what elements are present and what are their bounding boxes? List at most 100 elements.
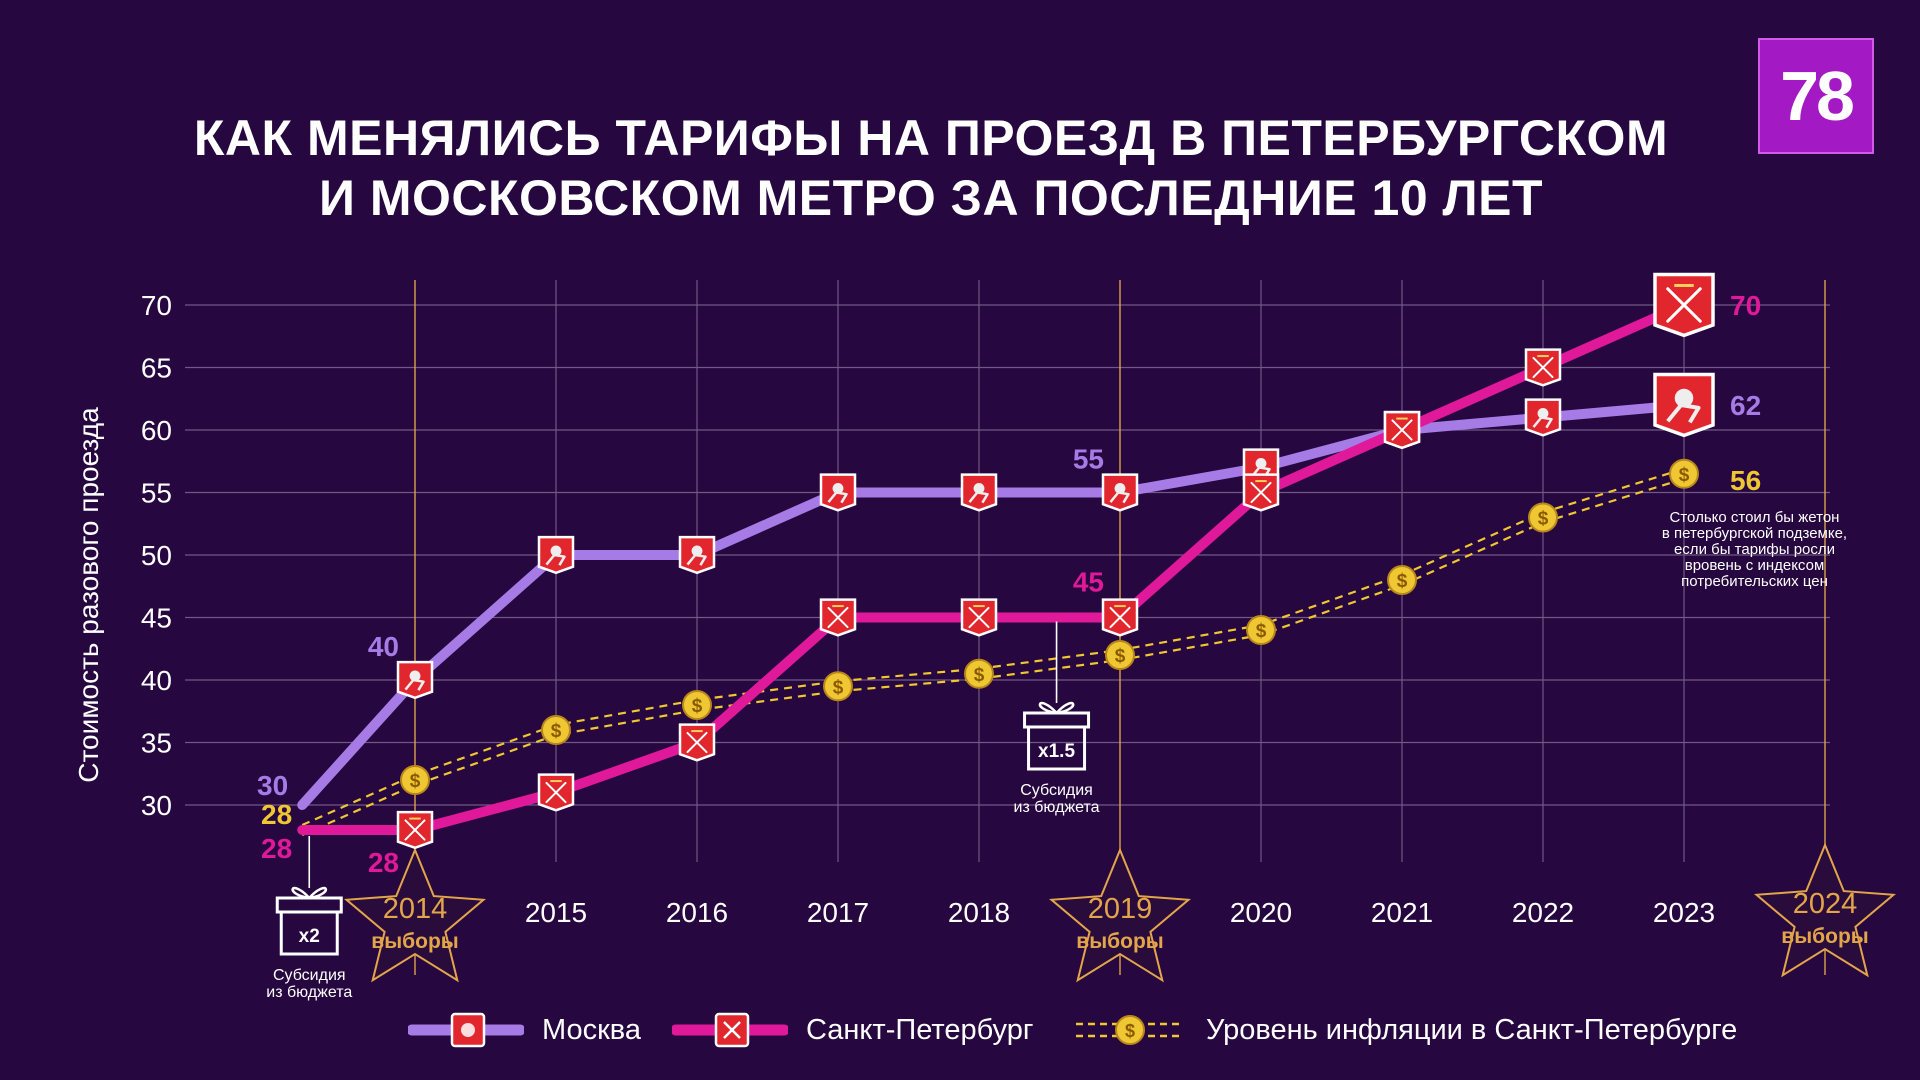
anchors-mark bbox=[1391, 419, 1413, 441]
rider-head bbox=[1114, 482, 1126, 494]
election-star-icon bbox=[1048, 847, 1192, 983]
spb-coat-icon bbox=[1242, 473, 1280, 512]
subsidy-label: Субсидия bbox=[273, 967, 346, 984]
coin-symbol: $ bbox=[1256, 621, 1267, 642]
subsidy-label: из бюджета bbox=[1014, 799, 1100, 816]
election-star-icon bbox=[1753, 842, 1897, 978]
coin-symbol: $ bbox=[551, 721, 562, 742]
x-tick-label: 2017 bbox=[807, 897, 869, 928]
coin-icon bbox=[541, 715, 571, 745]
inflation-point: $ bbox=[682, 690, 712, 720]
subsidy-factor: x1.5 bbox=[1038, 741, 1075, 762]
legend: Москва Санкт-Петербург $ Уровень инфляци… bbox=[0, 1008, 1920, 1052]
coin-icon bbox=[400, 765, 430, 795]
anchors-mark bbox=[827, 606, 849, 629]
inflation-point: $ bbox=[1528, 502, 1558, 533]
spb-coat-icon bbox=[537, 773, 575, 812]
moscow-coat-icon bbox=[1101, 473, 1139, 512]
inflation-point: $ bbox=[1246, 615, 1276, 645]
data-label-spb: 70 bbox=[1730, 290, 1761, 321]
legend-label-spb: Санкт-Петербург bbox=[806, 1013, 1034, 1046]
rider-head bbox=[550, 545, 562, 557]
coin-icon bbox=[1105, 640, 1135, 670]
legend-label-moscow: Москва bbox=[542, 1013, 642, 1046]
subsidy-factor: x2 bbox=[299, 926, 320, 947]
legend-item-moscow: Москва bbox=[408, 1008, 641, 1052]
gift-bow bbox=[291, 886, 328, 900]
subsidy-label: Субсидия bbox=[1020, 782, 1093, 799]
rider-body bbox=[1532, 416, 1553, 429]
inflation-note-line: в петербургской подземке, bbox=[1662, 525, 1847, 542]
gift-lid bbox=[275, 896, 343, 914]
y-tick-label: 40 bbox=[141, 665, 172, 696]
y-tick-label: 70 bbox=[141, 290, 172, 321]
rider-head bbox=[691, 545, 703, 557]
election-label: выборы bbox=[1781, 925, 1868, 948]
spb-coat-icon bbox=[1383, 410, 1421, 450]
x-tick-label: 2015 bbox=[525, 897, 587, 928]
inflation-point: $ bbox=[823, 671, 853, 702]
moscow-coat-icon bbox=[1524, 398, 1562, 437]
spb-coat-icon bbox=[678, 723, 716, 762]
data-label-moscow: 30 bbox=[257, 770, 288, 801]
y-tick-label: 30 bbox=[141, 790, 172, 821]
x-tick-label: 2019 bbox=[1088, 893, 1153, 925]
rider-head bbox=[1537, 407, 1549, 419]
coin-icon bbox=[1387, 565, 1417, 595]
coin-symbol: $ bbox=[974, 665, 985, 686]
data-label-spb: 28 bbox=[261, 833, 292, 864]
spb-coat-icon bbox=[1524, 348, 1562, 387]
title-line-2: И МОСКОВСКОМ МЕТРО ЗА ПОСЛЕДНИЕ 10 ЛЕТ bbox=[318, 170, 1543, 226]
data-label-spb: 45 bbox=[1073, 567, 1104, 598]
page-title: КАК МЕНЯЛИСЬ ТАРИФЫ НА ПРОЕЗД В ПЕТЕРБУР… bbox=[0, 108, 1862, 228]
y-tick-label: 60 bbox=[141, 415, 172, 446]
inflation-note-line: вровень с индексом bbox=[1685, 557, 1825, 574]
inflation-line bbox=[301, 467, 1685, 827]
moscow-coat-icon bbox=[537, 535, 575, 575]
subsidy-label: из бюджета bbox=[266, 984, 352, 1001]
x-tick-label: 2022 bbox=[1512, 897, 1574, 928]
spb-line bbox=[297, 300, 1689, 835]
coin-symbol: $ bbox=[1115, 646, 1126, 667]
inflation-line bbox=[301, 477, 1685, 837]
election-star-icon bbox=[343, 847, 487, 983]
anchors-mark bbox=[1109, 606, 1131, 629]
chart-grid bbox=[185, 280, 1830, 975]
rider-body bbox=[404, 678, 425, 691]
coin-icon bbox=[1669, 458, 1699, 489]
inflation-point: $ bbox=[1669, 458, 1699, 489]
coin-icon bbox=[682, 690, 712, 720]
coin-symbol: $ bbox=[410, 771, 421, 792]
moscow-coat-icon bbox=[819, 473, 857, 512]
spb-coat-icon bbox=[819, 598, 857, 637]
rider-head bbox=[1674, 388, 1694, 408]
coin-icon bbox=[964, 658, 994, 689]
rider-head bbox=[832, 482, 844, 494]
spb-coat-icon bbox=[1101, 598, 1139, 637]
rider-body bbox=[1109, 491, 1130, 504]
legend-label-inflation: Уровень инфляции в Санкт-Петербурге bbox=[1206, 1013, 1738, 1046]
data-label-moscow: 55 bbox=[1073, 444, 1104, 475]
x-tick-label: 2020 bbox=[1230, 897, 1292, 928]
moscow-coat-icon bbox=[960, 473, 998, 512]
title-line-1: КАК МЕНЯЛИСЬ ТАРИФЫ НА ПРОЕЗД В ПЕТЕРБУР… bbox=[193, 110, 1669, 166]
data-label-spb: 28 bbox=[368, 847, 399, 878]
y-tick-label: 45 bbox=[141, 603, 172, 634]
coin-icon bbox=[1115, 1015, 1145, 1045]
gift-bow bbox=[1038, 701, 1075, 715]
anchors-mark bbox=[1666, 287, 1702, 323]
spb-coat-icon bbox=[1653, 272, 1715, 338]
rider-head bbox=[973, 482, 985, 494]
x-tick-label: 2014 bbox=[383, 893, 448, 925]
x-tick-label: 2023 bbox=[1653, 897, 1715, 928]
x-tick-label: 2024 bbox=[1793, 888, 1858, 920]
election-markers: 2014 выборы 2019 выборы 2024 выборы bbox=[343, 842, 1897, 983]
election-label: выборы bbox=[371, 930, 458, 953]
moscow-coat-icon bbox=[396, 660, 434, 700]
data-label-moscow: 62 bbox=[1730, 390, 1761, 421]
gift-lid bbox=[1023, 711, 1091, 729]
